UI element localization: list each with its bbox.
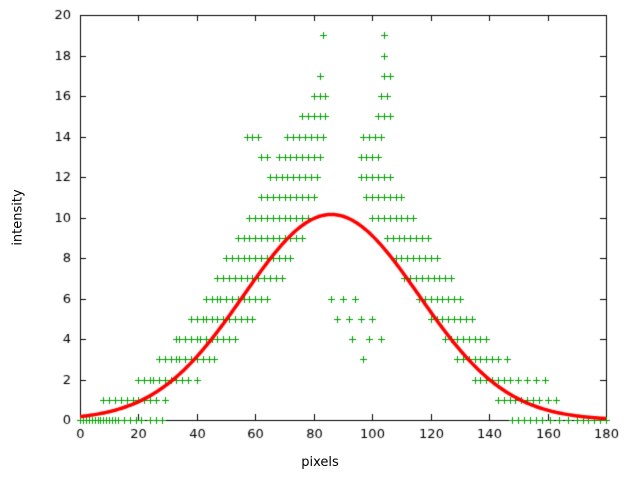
x-axis-label: pixels [301,455,339,470]
y-axis-label: intensity [10,189,26,246]
